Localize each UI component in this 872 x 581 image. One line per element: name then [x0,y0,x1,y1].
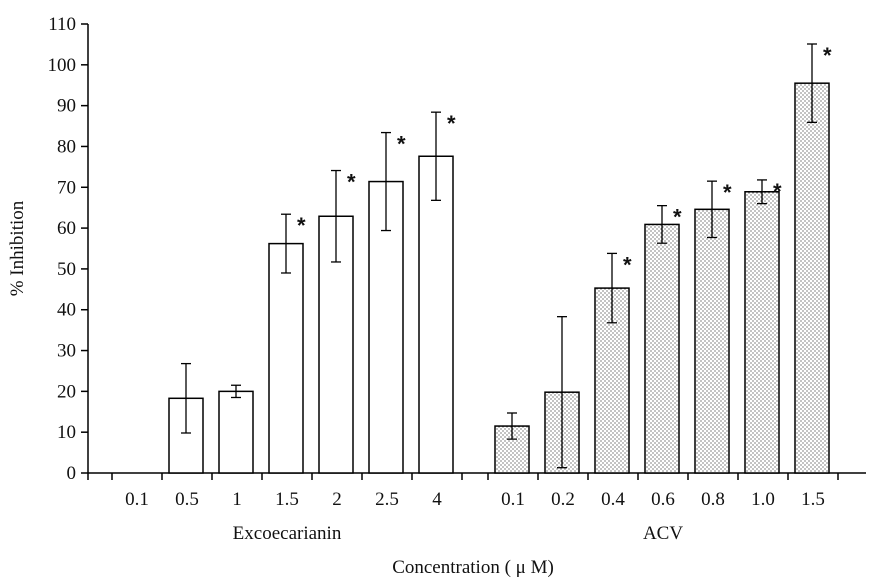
significance-asterisk: * [673,205,682,230]
x-tick-label: 1.5 [801,489,825,510]
x-axis-title: Concentration ( μ M) [392,557,554,578]
x-tick-label: 4 [432,489,442,510]
y-tick-label: 50 [57,259,76,280]
bar-acv-0_8 [694,208,730,474]
bar-excoecarianin-4 [418,155,454,474]
bar-acv-1_0 [744,191,780,474]
y-tick-label: 70 [57,177,76,198]
bar-acv-0_6 [644,223,680,474]
y-tick-label: 20 [57,381,76,402]
x-tick-label: 1.0 [751,489,775,510]
y-tick-label: 30 [57,341,76,362]
group-label-excoecarianin: Excoecarianin [233,523,342,544]
bars [168,82,830,474]
significance-asterisk: * [347,170,356,195]
x-tick-label: 0.1 [125,489,149,510]
x-tick-label: 2.5 [375,489,399,510]
significance-asterisk: * [397,132,406,157]
y-tick-label: 40 [57,300,76,321]
y-tick-label: 60 [57,218,76,239]
significance-asterisk: * [773,179,782,204]
x-tick-label: 0.6 [651,489,675,510]
x-tick-label: 0.8 [701,489,725,510]
y-tick-label: 0 [67,463,77,484]
x-tick-label: 0.4 [601,489,625,510]
y-tick-label: 90 [57,96,76,117]
y-tick-label: 10 [57,422,76,443]
significance-asterisk: * [447,111,456,136]
significance-asterisk: * [723,180,732,205]
significance-asterisk: * [297,213,306,238]
error-bars [181,43,817,469]
x-tick-label: 2 [332,489,342,510]
bar-excoecarianin-1_5 [268,242,304,474]
labels: 0 10 20 30 40 50 60 70 80 90 100 110 % Inhibition Con… [7,14,832,578]
x-tick-label: 1 [232,489,242,510]
y-tick-label: 110 [48,14,76,35]
x-tick-label: 1.5 [275,489,299,510]
x-tick-label: 0.1 [501,489,525,510]
y-tick-label: 100 [48,55,77,76]
x-tick-label: 0.2 [551,489,575,510]
y-axis-title: % Inhibition [7,200,28,296]
y-tick-label: 80 [57,136,76,157]
group-label-acv: ACV [643,523,683,544]
significance-asterisk: * [623,252,632,277]
x-tick-label: 0.5 [175,489,199,510]
bar-acv-1_5 [794,82,830,474]
bar-excoecarianin-1 [218,390,254,474]
significance-asterisk: * [823,43,832,68]
axes [81,23,866,480]
